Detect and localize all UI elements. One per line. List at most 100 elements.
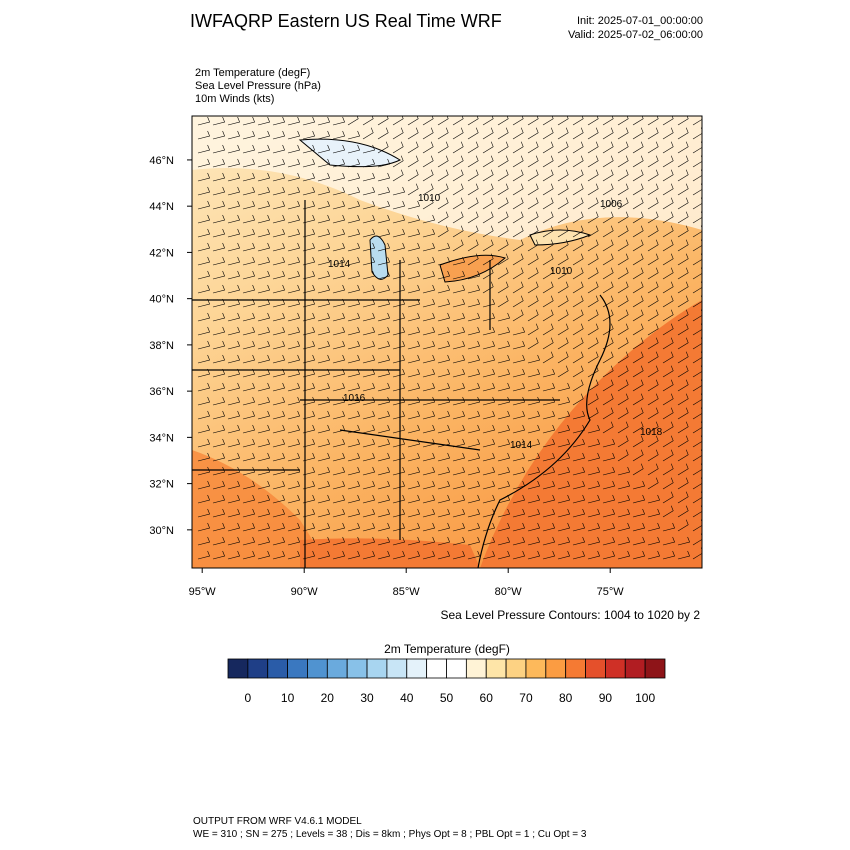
wind-barb: [362, 270, 376, 280]
wind-barb: [212, 452, 226, 462]
wind-barb: [257, 116, 271, 126]
wind-barb: [257, 550, 271, 560]
wind-barb: [482, 116, 494, 126]
wind-barb: [647, 379, 659, 392]
wind-barb: [497, 169, 509, 182]
wind-barb: [257, 298, 271, 308]
contour-label: 1010: [550, 266, 573, 277]
wind-barb: [392, 326, 406, 336]
wind-barb: [407, 228, 421, 238]
wind-barb: [677, 337, 689, 350]
wind-barb: [317, 494, 331, 504]
wind-barb: [647, 253, 659, 266]
wind-barb: [482, 480, 496, 490]
wind-barb: [647, 477, 659, 490]
wind-barb: [557, 480, 571, 490]
wind-barb: [647, 494, 661, 504]
wind-barb: [452, 326, 466, 336]
wind-barb: [632, 239, 644, 252]
wind-barb: [242, 214, 256, 224]
wind-barb: [242, 550, 256, 560]
wind-barb: [317, 536, 331, 546]
wind-barb: [212, 466, 226, 476]
wind-barb: [197, 438, 211, 448]
wind-barb: [557, 197, 569, 210]
wind-barb: [482, 410, 496, 420]
wind-barb: [587, 141, 599, 154]
wind-barb: [497, 267, 509, 280]
wind-barb: [227, 438, 241, 448]
wind-barb: [602, 281, 614, 294]
wind-barb: [197, 144, 211, 154]
wind-barb: [482, 466, 496, 476]
wind-barb: [512, 536, 526, 546]
wind-barb: [482, 141, 494, 154]
wind-barb: [407, 466, 421, 476]
colorbar-tick-label: 70: [519, 691, 533, 705]
wind-barb: [587, 127, 599, 140]
wind-barb: [392, 155, 404, 168]
wind-barb: [452, 225, 464, 238]
wind-barb: [287, 382, 301, 392]
wind-barb: [512, 368, 526, 378]
wind-barb: [332, 116, 346, 126]
wind-barb: [542, 452, 556, 462]
wind-barb: [677, 477, 689, 490]
wind-barb: [407, 550, 421, 560]
wind-barb: [302, 550, 316, 560]
wind-barb: [302, 368, 316, 378]
wind-barb: [377, 298, 391, 308]
wind-barb: [332, 298, 346, 308]
wind-barb: [662, 141, 674, 154]
wind-barb: [572, 295, 584, 308]
wind-barb: [332, 172, 346, 182]
wind-barb: [512, 309, 524, 322]
wind-barb: [617, 323, 629, 336]
colorbar-box: [624, 658, 646, 679]
wind-barb: [362, 256, 376, 266]
wind-barb: [437, 242, 451, 252]
colorbar-tick-label: 80: [559, 691, 573, 705]
wind-barb: [497, 438, 511, 448]
wind-barb: [602, 550, 616, 560]
wind-barb: [437, 284, 451, 294]
wind-barb: [242, 466, 256, 476]
wind-barb: [602, 522, 616, 532]
wind-barb: [242, 382, 256, 392]
wind-barb: [347, 116, 359, 126]
wind-barb: [257, 508, 271, 518]
colorbar-box: [346, 658, 368, 679]
wind-barb: [632, 463, 644, 476]
wind-barb: [227, 186, 241, 196]
wind-barb: [452, 340, 466, 350]
wind-barb: [212, 144, 226, 154]
wind-barb: [272, 368, 286, 378]
wind-barb: [512, 424, 526, 434]
wind-barb: [542, 183, 554, 196]
wind-barb: [407, 270, 421, 280]
wind-barb: [212, 130, 226, 140]
wind-barb: [347, 242, 361, 252]
wind-barb: [407, 242, 421, 252]
wind-barb: [317, 396, 331, 406]
wind-barb: [242, 396, 256, 406]
wind-barb: [287, 298, 301, 308]
wind-barb: [197, 116, 211, 126]
wind-barb: [422, 284, 436, 294]
wind-barb: [302, 494, 316, 504]
wind-barb: [422, 536, 436, 546]
wind-barb: [587, 183, 599, 196]
wind-barb: [242, 340, 256, 350]
wind-barb: [257, 200, 271, 210]
lon-tick-label: 75°W: [597, 586, 625, 598]
wind-barb: [392, 312, 406, 322]
wind-barb: [647, 536, 661, 546]
wind-barb: [272, 522, 286, 532]
wind-barb: [362, 186, 376, 196]
wind-barb: [227, 256, 241, 266]
wind-barb: [197, 354, 211, 364]
wind-barb: [662, 365, 674, 378]
wind-barb: [362, 326, 376, 336]
wind-barb: [362, 452, 376, 462]
wind-barb: [452, 239, 464, 252]
